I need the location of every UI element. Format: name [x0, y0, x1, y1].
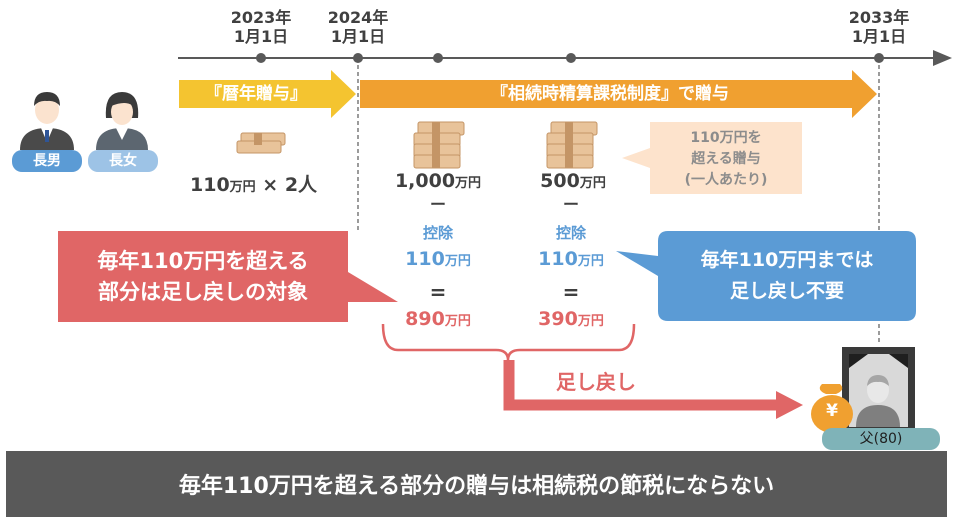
money-bag-icon: [811, 384, 853, 433]
note-line: 110万円を: [690, 130, 762, 146]
note-bubble: [622, 122, 802, 194]
date-year: 2023年: [230, 8, 292, 27]
amount-unit: 万円: [444, 254, 471, 269]
note-line: (一人あたり): [684, 172, 768, 188]
deduction-label: 控除: [422, 224, 453, 242]
callout-line: 毎年110万円を超える: [97, 248, 309, 273]
left-callout-shape: [58, 231, 398, 322]
date-2033: 2033年 1月1日: [834, 8, 924, 46]
addback-label: 足し戻し: [556, 370, 636, 394]
date-year: 2024年: [327, 8, 389, 27]
timeline-dot-2023: [256, 53, 266, 63]
father-portrait-icon: [842, 347, 915, 434]
daughter-avatar-icon: [96, 92, 148, 150]
calendar-gift-arrow: [179, 70, 356, 118]
date-day: 1月1日: [233, 27, 289, 46]
gift1-amount: 1,000万円: [378, 170, 498, 192]
result-amount-2: 390万円: [511, 308, 631, 330]
money-stack-icon: [413, 121, 465, 169]
deduction-amount-1: 110万円: [378, 248, 498, 270]
daughter-tag: 長女: [88, 150, 158, 172]
equals-sign: =: [562, 280, 580, 304]
son-avatar-icon: [20, 92, 74, 150]
left-callout: 毎年110万円を超える 部分は足し戻しの対象: [58, 231, 348, 322]
amount-unit: 万円: [577, 314, 604, 329]
date-day: 1月1日: [851, 27, 907, 46]
timeline-dot-gift1: [433, 53, 443, 63]
son-tag: 長男: [12, 150, 82, 172]
amount-unit: 万円: [577, 254, 604, 269]
deduction-amount-2: 110万円: [511, 248, 631, 270]
yen-symbol: ¥: [826, 401, 838, 421]
father-tag: 父(80): [822, 428, 940, 450]
amount-value: 110: [190, 174, 230, 196]
date-day: 1月1日: [330, 27, 386, 46]
minus-sign: ー: [562, 195, 579, 214]
amount-unit: 万円: [229, 180, 256, 195]
amount-value: 890: [405, 308, 445, 330]
amount-unit: 万円: [579, 176, 606, 191]
date-year: 2033年: [848, 8, 910, 27]
annual-gift-amount: 110万円 × 2人: [190, 170, 350, 197]
date-2023: 2023年 1月1日: [216, 8, 306, 46]
note-line: 超える贈与: [691, 151, 761, 167]
amount-unit: 万円: [455, 176, 482, 191]
amount-value: 390: [538, 308, 578, 330]
gift2-amount: 500万円: [513, 170, 633, 192]
callout-line: 足し戻し不要: [729, 280, 844, 302]
amount-value: 110: [538, 248, 578, 270]
note-text: 110万円を 超える贈与 (一人あたり): [650, 128, 802, 191]
callout-line: 毎年110万円までは: [700, 249, 874, 271]
summary-banner: 毎年110万円を超える部分の贈与は相続税の節税にならない: [6, 451, 947, 517]
money-stack-icon: [546, 121, 598, 169]
deduction-label: 控除: [555, 224, 586, 242]
money-stack-icon: [236, 132, 286, 154]
equals-sign: =: [429, 280, 447, 304]
amount-value: 500: [540, 170, 580, 192]
settlement-arrow: [360, 70, 877, 118]
timeline-arrowhead: [933, 50, 952, 66]
minus-sign: ー: [429, 195, 446, 214]
calendar-gift-label: 『暦年贈与』: [205, 84, 307, 104]
amount-value: 1,000: [394, 170, 456, 192]
timeline-dot-gift2: [566, 53, 576, 63]
date-2024: 2024年 1月1日: [313, 8, 403, 46]
right-callout: 毎年110万円までは 足し戻し不要: [658, 231, 916, 321]
settlement-label: 『相続時精算課税制度』で贈与: [491, 84, 729, 104]
addback-arrow-line: [503, 360, 780, 411]
amount-value: 110: [405, 248, 445, 270]
right-callout-shape: [616, 231, 916, 321]
amount-suffix: × 2人: [255, 174, 318, 196]
amount-unit: 万円: [444, 314, 471, 329]
addback-arrowhead: [776, 391, 803, 419]
callout-line: 部分は足し戻しの対象: [98, 279, 308, 304]
result-amount-1: 890万円: [378, 308, 498, 330]
